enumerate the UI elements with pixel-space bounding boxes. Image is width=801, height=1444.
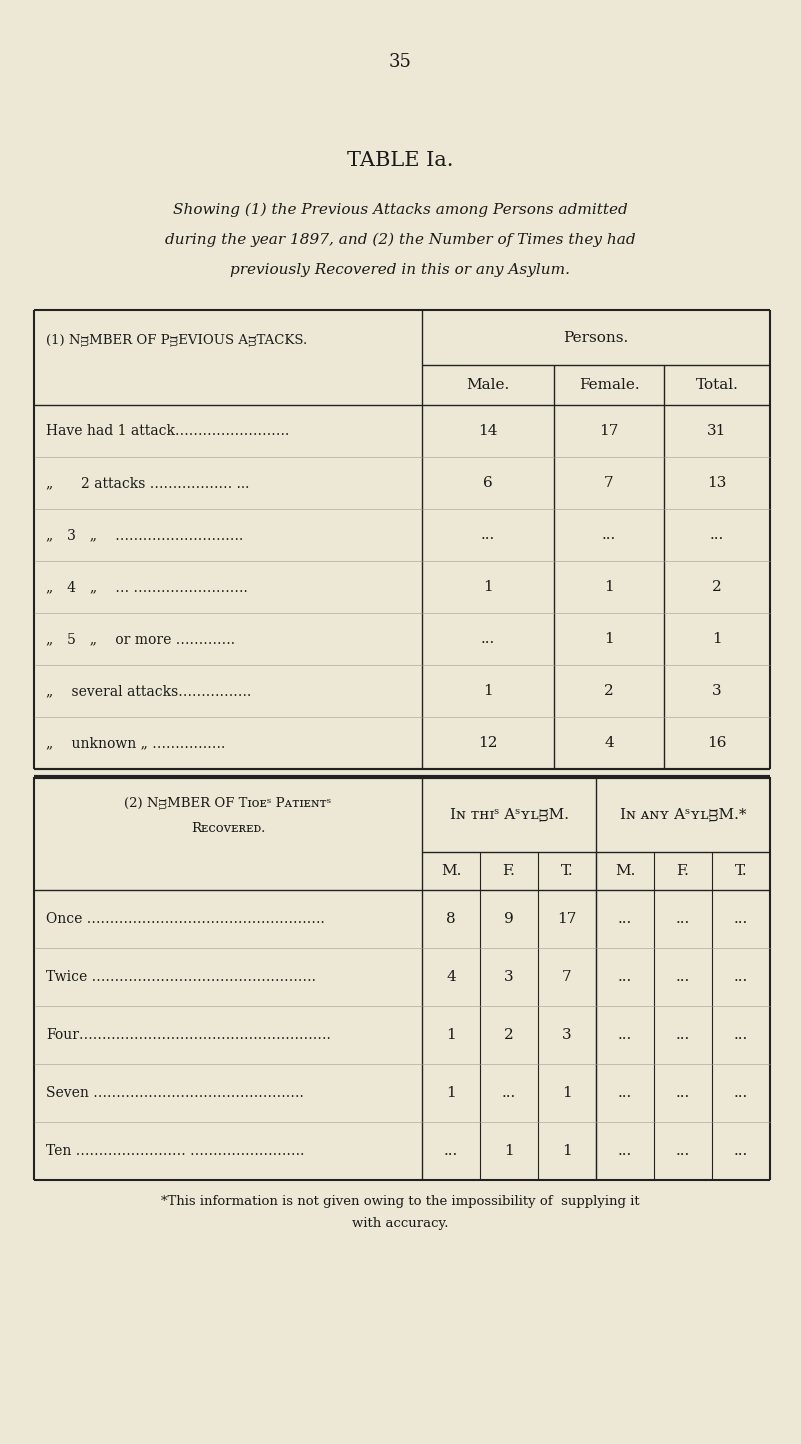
Text: ...: ... bbox=[602, 529, 616, 542]
Text: T.: T. bbox=[735, 864, 747, 878]
Text: 3: 3 bbox=[562, 1028, 572, 1043]
Text: with accuracy.: with accuracy. bbox=[352, 1217, 449, 1230]
Text: „  2 attacks ……………… ...: „ 2 attacks ……………… ... bbox=[46, 477, 249, 490]
Text: ...: ... bbox=[618, 913, 632, 926]
Text: Four……………………………………………….: Four………………………………………………. bbox=[46, 1028, 331, 1043]
Text: 1: 1 bbox=[483, 684, 493, 697]
Text: ...: ... bbox=[676, 1086, 690, 1100]
Text: 2: 2 bbox=[504, 1028, 514, 1043]
Text: 1: 1 bbox=[483, 580, 493, 593]
Text: Persons.: Persons. bbox=[563, 331, 629, 345]
Text: ...: ... bbox=[734, 1086, 748, 1100]
Text: 13: 13 bbox=[707, 477, 727, 490]
Text: Showing (1) the Previous Attacks among Persons admitted: Showing (1) the Previous Attacks among P… bbox=[173, 202, 628, 217]
Text: previously Recovered in this or any Asylum.: previously Recovered in this or any Asyl… bbox=[231, 263, 570, 277]
Text: Total.: Total. bbox=[695, 378, 739, 391]
Text: Once …………………………………………….: Once ……………………………………………. bbox=[46, 913, 324, 926]
Text: 1: 1 bbox=[446, 1028, 456, 1043]
Text: Female.: Female. bbox=[578, 378, 639, 391]
Text: during the year 1897, and (2) the Number of Times they had: during the year 1897, and (2) the Number… bbox=[165, 232, 636, 247]
Text: ...: ... bbox=[444, 1144, 458, 1158]
Text: M.: M. bbox=[441, 864, 461, 878]
Text: T.: T. bbox=[561, 864, 574, 878]
Text: (2) NᴟMBER OF Tɪᴏᴇˢ Pᴀᴛɪᴇɴᴛˢ: (2) NᴟMBER OF Tɪᴏᴇˢ Pᴀᴛɪᴇɴᴛˢ bbox=[124, 797, 332, 810]
Text: ...: ... bbox=[618, 1144, 632, 1158]
Text: *This information is not given owing to the impossibility of  supplying it: *This information is not given owing to … bbox=[161, 1196, 640, 1209]
Text: ...: ... bbox=[481, 529, 495, 542]
Text: 35: 35 bbox=[389, 53, 412, 71]
Text: 1: 1 bbox=[712, 632, 722, 645]
Text: Male.: Male. bbox=[466, 378, 509, 391]
Text: ...: ... bbox=[676, 913, 690, 926]
Text: 3: 3 bbox=[504, 970, 513, 983]
Text: ...: ... bbox=[676, 970, 690, 983]
Text: 17: 17 bbox=[599, 425, 618, 438]
Text: 7: 7 bbox=[604, 477, 614, 490]
Text: 8: 8 bbox=[446, 913, 456, 926]
Text: ...: ... bbox=[710, 529, 724, 542]
Text: 9: 9 bbox=[504, 913, 514, 926]
Text: F.: F. bbox=[677, 864, 690, 878]
Text: 17: 17 bbox=[557, 913, 577, 926]
Text: ...: ... bbox=[734, 913, 748, 926]
Text: (1) NᴟMBER OF PᴟEVIOUS AᴟTACKS.: (1) NᴟMBER OF PᴟEVIOUS AᴟTACKS. bbox=[46, 334, 308, 347]
Text: 1: 1 bbox=[562, 1086, 572, 1100]
Text: 31: 31 bbox=[707, 425, 727, 438]
Text: 2: 2 bbox=[604, 684, 614, 697]
Text: 1: 1 bbox=[504, 1144, 514, 1158]
Text: Rᴇcᴏᴠᴇʀᴇᴅ.: Rᴇcᴏᴠᴇʀᴇᴅ. bbox=[191, 822, 265, 835]
Text: Have had 1 attack…………………….: Have had 1 attack……………………. bbox=[46, 425, 289, 438]
Text: ...: ... bbox=[734, 970, 748, 983]
Text: 6: 6 bbox=[483, 477, 493, 490]
Text: M.: M. bbox=[615, 864, 635, 878]
Text: „ 4 „  … …………………….: „ 4 „ … ……………………. bbox=[46, 580, 248, 593]
Text: Twice ………………………………………….: Twice …………………………………………. bbox=[46, 970, 316, 983]
Text: ...: ... bbox=[734, 1028, 748, 1043]
Text: 1: 1 bbox=[562, 1144, 572, 1158]
Text: Iɴ ᴀɴʏ AˢʏʟᴟM.*: Iɴ ᴀɴʏ AˢʏʟᴟM.* bbox=[620, 807, 747, 822]
Text: „  unknown „ …………….: „ unknown „ ……………. bbox=[46, 736, 225, 749]
Text: 7: 7 bbox=[562, 970, 572, 983]
Text: „  several attacks…………….: „ several attacks……………. bbox=[46, 684, 252, 697]
Text: ...: ... bbox=[676, 1028, 690, 1043]
Text: ...: ... bbox=[481, 632, 495, 645]
Text: Seven ……………………………………….: Seven ………………………………………. bbox=[46, 1086, 304, 1100]
Text: 2: 2 bbox=[712, 580, 722, 593]
Text: 1: 1 bbox=[604, 580, 614, 593]
Text: 4: 4 bbox=[604, 736, 614, 749]
Text: 14: 14 bbox=[478, 425, 497, 438]
Text: TABLE Ia.: TABLE Ia. bbox=[348, 150, 453, 169]
Text: ...: ... bbox=[618, 1028, 632, 1043]
Text: 1: 1 bbox=[604, 632, 614, 645]
Text: Ten …………………… …………………….: Ten …………………… ……………………. bbox=[46, 1144, 304, 1158]
Text: ...: ... bbox=[502, 1086, 516, 1100]
Text: ...: ... bbox=[618, 1086, 632, 1100]
Text: 1: 1 bbox=[446, 1086, 456, 1100]
Text: 12: 12 bbox=[478, 736, 497, 749]
Text: „ 5 „  or more ………….: „ 5 „ or more …………. bbox=[46, 632, 235, 645]
Text: ...: ... bbox=[618, 970, 632, 983]
Text: 4: 4 bbox=[446, 970, 456, 983]
Text: ...: ... bbox=[676, 1144, 690, 1158]
Text: F.: F. bbox=[502, 864, 515, 878]
Text: Iɴ ᴛнɪˢ AˢʏʟᴟM.: Iɴ ᴛнɪˢ AˢʏʟᴟM. bbox=[449, 807, 569, 822]
Text: ...: ... bbox=[734, 1144, 748, 1158]
Text: „ 3 „  ……………………….: „ 3 „ ………………………. bbox=[46, 529, 244, 542]
Text: 16: 16 bbox=[707, 736, 727, 749]
Text: 3: 3 bbox=[712, 684, 722, 697]
